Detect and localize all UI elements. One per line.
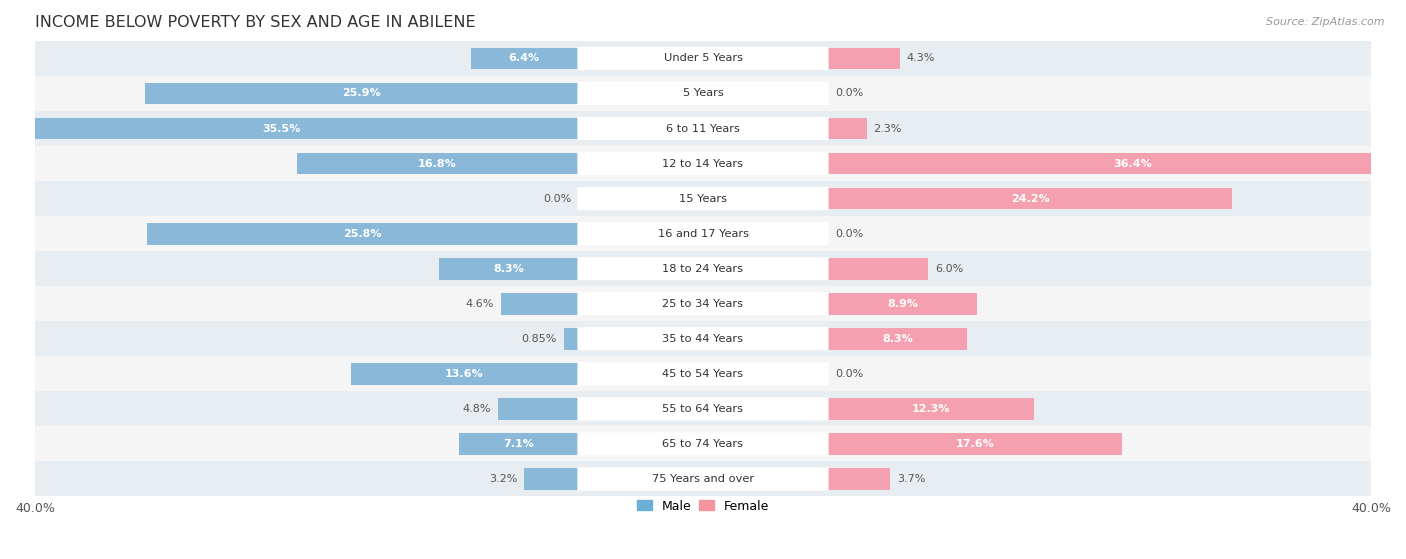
Text: 6.4%: 6.4% bbox=[509, 54, 540, 63]
Text: 16.8%: 16.8% bbox=[418, 159, 457, 169]
Bar bbox=[828, 293, 977, 315]
Text: 35.5%: 35.5% bbox=[262, 124, 301, 134]
Bar bbox=[35, 286, 1371, 321]
Text: Under 5 Years: Under 5 Years bbox=[664, 54, 742, 63]
Bar bbox=[297, 153, 578, 174]
Bar bbox=[35, 356, 1371, 391]
Text: 16 and 17 Years: 16 and 17 Years bbox=[658, 229, 748, 239]
Text: 12 to 14 Years: 12 to 14 Years bbox=[662, 159, 744, 169]
Bar bbox=[350, 363, 578, 385]
Text: 35 to 44 Years: 35 to 44 Years bbox=[662, 334, 744, 344]
Bar bbox=[439, 258, 578, 280]
Bar bbox=[35, 251, 1371, 286]
Text: 3.7%: 3.7% bbox=[897, 474, 925, 484]
FancyBboxPatch shape bbox=[578, 187, 828, 210]
Text: 55 to 64 Years: 55 to 64 Years bbox=[662, 404, 744, 414]
FancyBboxPatch shape bbox=[578, 467, 828, 490]
Bar bbox=[35, 216, 1371, 251]
Text: 0.0%: 0.0% bbox=[543, 193, 571, 203]
Text: 4.8%: 4.8% bbox=[463, 404, 491, 414]
Text: 0.0%: 0.0% bbox=[835, 229, 863, 239]
FancyBboxPatch shape bbox=[578, 432, 828, 456]
Bar bbox=[35, 427, 1371, 461]
Text: 6.0%: 6.0% bbox=[935, 264, 963, 274]
Bar bbox=[828, 328, 967, 349]
Bar bbox=[35, 76, 1371, 111]
FancyBboxPatch shape bbox=[578, 117, 828, 140]
Bar bbox=[35, 321, 1371, 356]
Bar bbox=[471, 48, 578, 69]
Bar bbox=[828, 117, 866, 139]
Text: 36.4%: 36.4% bbox=[1114, 159, 1152, 169]
Text: 24.2%: 24.2% bbox=[1011, 193, 1050, 203]
Bar bbox=[828, 153, 1406, 174]
Text: 0.0%: 0.0% bbox=[835, 369, 863, 379]
Text: 5 Years: 5 Years bbox=[683, 88, 723, 98]
Text: 25 to 34 Years: 25 to 34 Years bbox=[662, 299, 744, 309]
Bar bbox=[146, 223, 578, 244]
Text: 25.8%: 25.8% bbox=[343, 229, 381, 239]
Bar bbox=[524, 468, 578, 490]
Text: 65 to 74 Years: 65 to 74 Years bbox=[662, 439, 744, 449]
Text: 0.0%: 0.0% bbox=[835, 88, 863, 98]
Bar bbox=[35, 181, 1371, 216]
Text: 45 to 54 Years: 45 to 54 Years bbox=[662, 369, 744, 379]
FancyBboxPatch shape bbox=[578, 327, 828, 350]
Text: 15 Years: 15 Years bbox=[679, 193, 727, 203]
Text: 6 to 11 Years: 6 to 11 Years bbox=[666, 124, 740, 134]
Text: 2.3%: 2.3% bbox=[873, 124, 901, 134]
FancyBboxPatch shape bbox=[578, 82, 828, 105]
Text: 8.9%: 8.9% bbox=[887, 299, 918, 309]
FancyBboxPatch shape bbox=[578, 397, 828, 420]
Bar bbox=[35, 146, 1371, 181]
Text: 8.3%: 8.3% bbox=[882, 334, 912, 344]
FancyBboxPatch shape bbox=[578, 292, 828, 315]
Text: 3.2%: 3.2% bbox=[489, 474, 517, 484]
Bar bbox=[145, 83, 578, 105]
Bar bbox=[828, 398, 1033, 420]
Text: 75 Years and over: 75 Years and over bbox=[652, 474, 754, 484]
Text: 13.6%: 13.6% bbox=[444, 369, 484, 379]
Text: 25.9%: 25.9% bbox=[342, 88, 381, 98]
Bar bbox=[501, 293, 578, 315]
Legend: Male, Female: Male, Female bbox=[631, 495, 775, 518]
Text: 8.3%: 8.3% bbox=[494, 264, 524, 274]
Text: 4.6%: 4.6% bbox=[465, 299, 495, 309]
Bar bbox=[35, 111, 1371, 146]
FancyBboxPatch shape bbox=[578, 362, 828, 385]
Bar bbox=[828, 48, 900, 69]
Bar bbox=[460, 433, 578, 455]
Text: Source: ZipAtlas.com: Source: ZipAtlas.com bbox=[1267, 17, 1385, 27]
Bar bbox=[35, 41, 1371, 76]
Text: 7.1%: 7.1% bbox=[503, 439, 534, 449]
Bar bbox=[564, 328, 578, 349]
Bar bbox=[35, 461, 1371, 496]
FancyBboxPatch shape bbox=[578, 257, 828, 280]
Text: 4.3%: 4.3% bbox=[907, 54, 935, 63]
Bar bbox=[498, 398, 578, 420]
FancyBboxPatch shape bbox=[578, 152, 828, 175]
Text: 17.6%: 17.6% bbox=[956, 439, 994, 449]
Text: INCOME BELOW POVERTY BY SEX AND AGE IN ABILENE: INCOME BELOW POVERTY BY SEX AND AGE IN A… bbox=[35, 15, 475, 30]
Bar bbox=[828, 468, 890, 490]
Text: 12.3%: 12.3% bbox=[911, 404, 950, 414]
Bar bbox=[828, 188, 1233, 210]
FancyBboxPatch shape bbox=[578, 47, 828, 70]
Bar bbox=[0, 117, 578, 139]
Bar bbox=[828, 258, 928, 280]
Text: 0.85%: 0.85% bbox=[522, 334, 557, 344]
FancyBboxPatch shape bbox=[578, 222, 828, 245]
Bar bbox=[35, 391, 1371, 427]
Bar bbox=[828, 433, 1122, 455]
Text: 18 to 24 Years: 18 to 24 Years bbox=[662, 264, 744, 274]
